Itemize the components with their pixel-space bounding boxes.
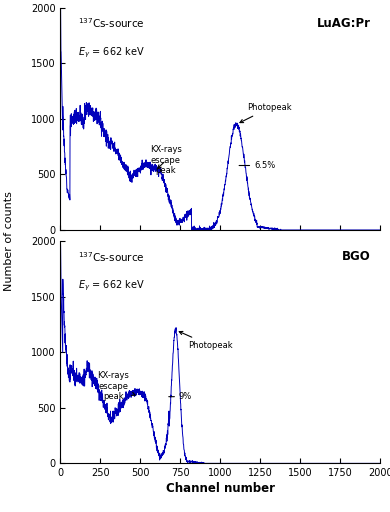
Text: 6.5%: 6.5% — [254, 161, 275, 170]
Text: 9%: 9% — [179, 392, 192, 401]
Text: $E_\gamma$ = 662 keV: $E_\gamma$ = 662 keV — [78, 46, 145, 60]
Text: $^{137}$Cs-source: $^{137}$Cs-source — [78, 16, 145, 30]
Text: KX-rays
escape
peak: KX-rays escape peak — [97, 371, 135, 401]
Text: KX-rays
escape
peak: KX-rays escape peak — [150, 145, 182, 175]
Text: Photopeak: Photopeak — [179, 331, 233, 350]
X-axis label: Channel number: Channel number — [166, 482, 275, 496]
Text: Photopeak: Photopeak — [240, 103, 292, 122]
Text: $E_\gamma$ = 662 keV: $E_\gamma$ = 662 keV — [78, 279, 145, 293]
Text: Number of counts: Number of counts — [4, 190, 14, 291]
Text: BGO: BGO — [342, 250, 370, 263]
Text: $^{137}$Cs-source: $^{137}$Cs-source — [78, 250, 145, 264]
Text: LuAG:Pr: LuAG:Pr — [317, 16, 370, 30]
